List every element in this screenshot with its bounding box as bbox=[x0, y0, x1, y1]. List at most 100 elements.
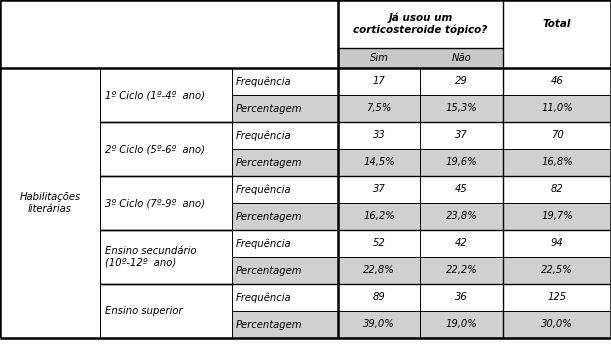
Text: 46: 46 bbox=[551, 76, 563, 86]
Bar bbox=[0, 68, 100, 338]
Bar bbox=[420, 122, 503, 149]
Bar bbox=[420, 68, 503, 95]
Bar bbox=[503, 203, 611, 230]
Bar bbox=[420, 311, 503, 338]
Bar bbox=[100, 284, 232, 338]
Text: 1º Ciclo (1º-4º  ano): 1º Ciclo (1º-4º ano) bbox=[105, 90, 205, 100]
Bar bbox=[338, 230, 420, 257]
Text: Percentagem: Percentagem bbox=[236, 211, 302, 221]
Text: 19,0%: 19,0% bbox=[445, 320, 477, 330]
Text: 52: 52 bbox=[373, 238, 386, 248]
Bar bbox=[503, 176, 611, 203]
Bar bbox=[232, 149, 338, 176]
Bar bbox=[100, 122, 232, 176]
Text: 45: 45 bbox=[455, 185, 468, 195]
Bar bbox=[503, 230, 611, 257]
Text: 70: 70 bbox=[551, 131, 563, 141]
Text: 16,2%: 16,2% bbox=[363, 211, 395, 221]
Text: 37: 37 bbox=[373, 185, 386, 195]
Text: Percentagem: Percentagem bbox=[236, 266, 302, 276]
Text: 11,0%: 11,0% bbox=[541, 104, 573, 114]
Text: Percentagem: Percentagem bbox=[236, 104, 302, 114]
Bar bbox=[338, 0, 503, 48]
Text: 33: 33 bbox=[373, 131, 386, 141]
Bar bbox=[100, 230, 232, 284]
Text: 14,5%: 14,5% bbox=[363, 157, 395, 167]
Bar bbox=[338, 48, 420, 68]
Text: 39,0%: 39,0% bbox=[363, 320, 395, 330]
Bar bbox=[420, 230, 503, 257]
Text: 125: 125 bbox=[547, 292, 566, 302]
Bar bbox=[503, 122, 611, 149]
Text: 30,0%: 30,0% bbox=[541, 320, 573, 330]
Bar bbox=[503, 257, 611, 284]
Bar bbox=[420, 203, 503, 230]
Bar bbox=[100, 176, 232, 230]
Text: 19,7%: 19,7% bbox=[541, 211, 573, 221]
Text: Percentagem: Percentagem bbox=[236, 157, 302, 167]
Bar bbox=[338, 203, 420, 230]
Text: Percentagem: Percentagem bbox=[236, 320, 302, 330]
Bar bbox=[232, 311, 338, 338]
Bar bbox=[338, 311, 420, 338]
Text: Frequência: Frequência bbox=[236, 292, 291, 303]
Text: Ensino secundário
(10º-12º  ano): Ensino secundário (10º-12º ano) bbox=[105, 246, 197, 268]
Bar bbox=[338, 257, 420, 284]
Text: Não: Não bbox=[452, 53, 471, 63]
Text: 19,6%: 19,6% bbox=[445, 157, 477, 167]
Bar bbox=[232, 122, 338, 149]
Text: 42: 42 bbox=[455, 238, 468, 248]
Text: 89: 89 bbox=[373, 292, 386, 302]
Text: Frequência: Frequência bbox=[236, 238, 291, 249]
Bar bbox=[503, 0, 611, 48]
Bar bbox=[338, 122, 420, 149]
Bar bbox=[503, 48, 611, 68]
Bar bbox=[100, 68, 232, 122]
Text: Sim: Sim bbox=[370, 53, 389, 63]
Text: 94: 94 bbox=[551, 238, 563, 248]
Bar bbox=[338, 95, 420, 122]
Text: Frequência: Frequência bbox=[236, 76, 291, 87]
Bar bbox=[420, 176, 503, 203]
Text: 36: 36 bbox=[455, 292, 468, 302]
Text: 82: 82 bbox=[551, 185, 563, 195]
Bar bbox=[503, 311, 611, 338]
Bar bbox=[232, 257, 338, 284]
Bar bbox=[420, 284, 503, 311]
Bar bbox=[338, 68, 420, 95]
Text: Já usou um
corticosteroide tópico?: Já usou um corticosteroide tópico? bbox=[353, 12, 488, 35]
Bar bbox=[503, 149, 611, 176]
Text: Frequência: Frequência bbox=[236, 130, 291, 141]
Text: 22,8%: 22,8% bbox=[363, 266, 395, 276]
Bar bbox=[503, 68, 611, 95]
Bar bbox=[503, 95, 611, 122]
Text: 17: 17 bbox=[373, 76, 386, 86]
Bar bbox=[420, 95, 503, 122]
Bar bbox=[338, 176, 420, 203]
Bar bbox=[232, 203, 338, 230]
Text: 15,3%: 15,3% bbox=[445, 104, 477, 114]
Bar bbox=[338, 149, 420, 176]
Bar bbox=[0, 0, 338, 48]
Text: 7,5%: 7,5% bbox=[367, 104, 392, 114]
Text: Frequência: Frequência bbox=[236, 184, 291, 195]
Bar bbox=[232, 68, 338, 95]
Bar bbox=[420, 149, 503, 176]
Bar bbox=[420, 48, 503, 68]
Bar bbox=[420, 257, 503, 284]
Bar bbox=[232, 230, 338, 257]
Bar bbox=[232, 95, 338, 122]
Text: Total: Total bbox=[543, 19, 571, 29]
Bar bbox=[232, 176, 338, 203]
Text: Habilitações
literárias: Habilitações literárias bbox=[20, 192, 81, 214]
Bar bbox=[232, 284, 338, 311]
Text: 23,8%: 23,8% bbox=[445, 211, 477, 221]
Text: 22,2%: 22,2% bbox=[445, 266, 477, 276]
Bar bbox=[0, 48, 338, 68]
Text: 3º Ciclo (7º-9º  ano): 3º Ciclo (7º-9º ano) bbox=[105, 198, 205, 208]
Text: 29: 29 bbox=[455, 76, 468, 86]
Bar bbox=[338, 284, 420, 311]
Text: 2º Ciclo (5º-6º  ano): 2º Ciclo (5º-6º ano) bbox=[105, 144, 205, 154]
Text: Ensino superior: Ensino superior bbox=[105, 306, 183, 316]
Text: 16,8%: 16,8% bbox=[541, 157, 573, 167]
